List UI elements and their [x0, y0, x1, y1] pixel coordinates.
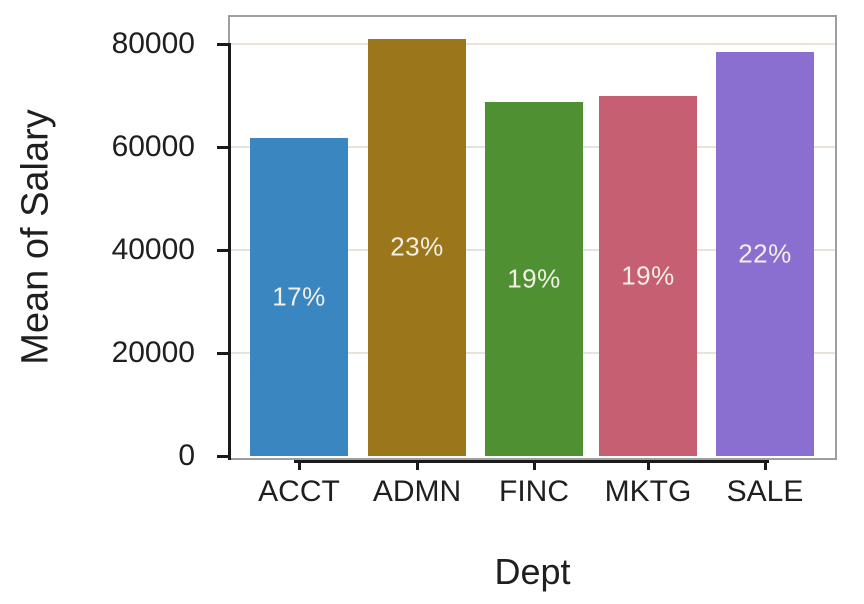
- bar-label: 19%: [507, 263, 561, 294]
- bar-label: 17%: [272, 281, 326, 312]
- y-tick-mark: [217, 249, 228, 252]
- y-tick-label: 0: [178, 439, 195, 472]
- x-axis-title: Dept: [494, 551, 571, 592]
- x-tick-mark: [298, 460, 301, 470]
- bar-label: 22%: [738, 238, 792, 269]
- x-tick-mark: [647, 460, 650, 470]
- x-tick-label: ACCT: [258, 475, 340, 508]
- x-tick-label: ADMN: [372, 475, 462, 508]
- y-axis-line: [228, 43, 231, 460]
- y-tick-label: 20000: [111, 336, 195, 369]
- bar-finc: 19%: [485, 101, 583, 456]
- bar-acct: 17%: [250, 137, 348, 456]
- bar-sale: 22%: [716, 51, 814, 456]
- bar-admn: 23%: [368, 38, 466, 456]
- x-axis-line: [294, 460, 769, 463]
- x-tick-mark: [533, 460, 536, 470]
- bar-label: 19%: [621, 260, 675, 291]
- x-tick-label: SALE: [726, 475, 804, 508]
- y-tick-label: 80000: [111, 27, 195, 60]
- plot-panel: 17% 23% 19% 19% 22%: [217, 17, 835, 470]
- x-tick-label: FINC: [499, 475, 569, 508]
- y-tick-mark: [217, 43, 228, 46]
- y-tick-label: 40000: [111, 233, 195, 266]
- gridline: [230, 43, 835, 45]
- y-tick-mark: [217, 146, 228, 149]
- x-tick-label: MKTG: [604, 475, 692, 508]
- y-tick-label: 60000: [111, 130, 195, 163]
- x-tick-mark: [764, 460, 767, 470]
- y-tick-mark: [217, 352, 228, 355]
- x-tick-mark: [416, 460, 419, 470]
- bar-label: 23%: [390, 231, 444, 262]
- bar-mktg: 19%: [599, 95, 697, 456]
- y-tick-mark: [217, 455, 228, 458]
